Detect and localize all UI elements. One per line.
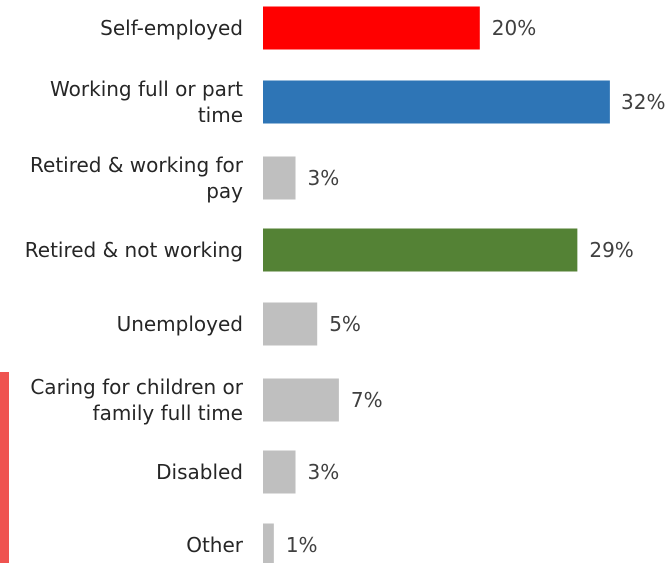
category-label: Retired & not working [25,238,243,262]
category-label-line: Caring for children or [30,375,243,399]
bars [263,6,610,563]
value-labels: 20% 32% 3% 29% 5% 7% 3% 1% [286,16,666,557]
bar [263,80,610,124]
category-label-line: Other [186,533,244,557]
category-label: Unemployed [117,312,243,336]
category-label: Retired & working for pay [30,153,244,203]
category-label: Disabled [156,460,243,484]
value-label: 20% [492,16,536,40]
category-label-line: Self-employed [100,16,243,40]
bar [263,228,578,272]
value-label: 32% [621,90,665,114]
category-label-line: Retired & working for [30,153,244,177]
category-label-line: Unemployed [117,312,243,336]
category-label-line: Working full or part [50,77,243,101]
bar [263,302,318,346]
bar [263,378,339,422]
bar [263,6,480,50]
category-label-line: Disabled [156,460,243,484]
value-label: 3% [308,460,340,484]
value-label: 29% [589,238,633,262]
edge-accent-bar [0,372,9,563]
category-label: Working full or part time [50,77,243,127]
value-label: 1% [286,533,318,557]
bar [263,450,296,494]
category-label-line: Retired & not working [25,238,243,262]
category-label: Other [186,533,244,557]
category-label-line: pay [206,179,243,203]
category-label-line: time [198,103,243,127]
category-label-line: family full time [93,401,243,425]
bar [263,156,296,200]
category-label: Self-employed [100,16,243,40]
category-labels: Self-employed Working full or part time Ret… [25,16,244,557]
bar [263,523,274,563]
category-label: Caring for children or family full time [30,375,243,425]
value-label: 5% [329,312,361,336]
value-label: 7% [351,388,383,412]
value-label: 3% [308,166,340,190]
